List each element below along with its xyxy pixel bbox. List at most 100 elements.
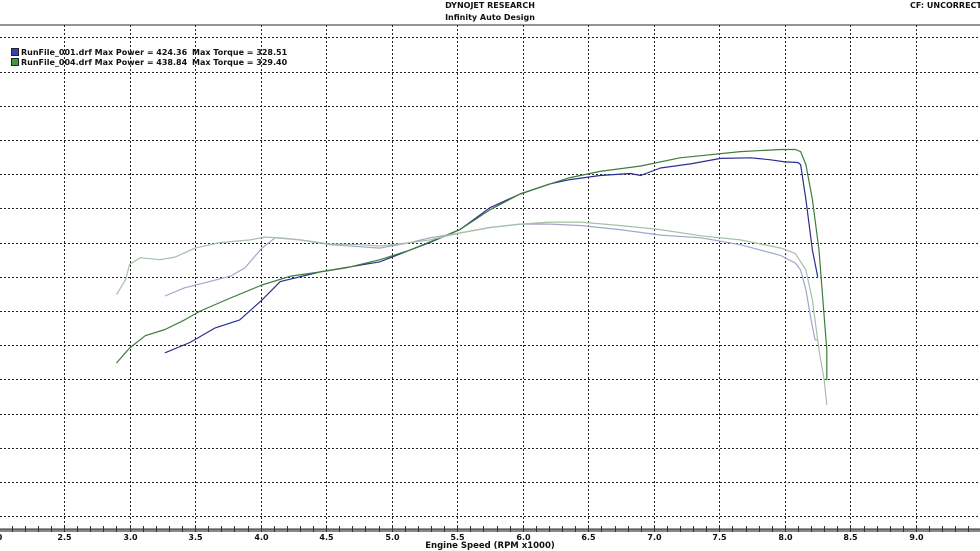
data-point-torque-3 (359, 244, 361, 246)
data-point-torque-2 (429, 237, 431, 239)
data-point-torque-3 (519, 223, 521, 225)
data-point-power-1 (379, 259, 381, 261)
data-point-power-0 (640, 175, 642, 176)
data-point-power-1 (184, 319, 186, 321)
data-point-power-1 (164, 329, 166, 330)
data-point-torque-2 (780, 255, 782, 256)
data-point-power-0 (239, 319, 241, 321)
data-point-power-1 (818, 249, 820, 251)
data-point-power-1 (826, 379, 828, 381)
data-point-power-1 (345, 267, 347, 269)
data-point-power-1 (459, 229, 461, 231)
data-point-torque-3 (299, 239, 301, 241)
x-tick-label: 7.0 (647, 533, 662, 542)
data-point-torque-2 (700, 237, 702, 239)
data-point-power-0 (164, 352, 166, 354)
data-point-power-0 (797, 162, 799, 163)
data-point-power-1 (780, 149, 782, 150)
data-point-torque-2 (810, 319, 812, 321)
x-tick-label: 3.0 (123, 533, 138, 542)
legend-torque-text: Max Torque = 328.51 (192, 48, 288, 57)
data-point-power-1 (800, 151, 801, 153)
data-point-torque-3 (249, 239, 251, 241)
data-point-torque-2 (164, 295, 166, 297)
data-point-torque-2 (244, 267, 246, 269)
x-axis-label: Engine Speed (RPM x1000) (425, 541, 555, 551)
data-point-torque-3 (619, 225, 621, 226)
data-point-torque-2 (619, 229, 621, 231)
legend-power-text: RunFile_001.drf Max Power = 424.36 (21, 48, 188, 57)
data-point-torque-3 (409, 242, 411, 244)
data-point-torque-3 (580, 221, 581, 223)
data-point-power-0 (660, 167, 661, 169)
data-point-torque-3 (459, 232, 461, 234)
data-point-torque-2 (805, 289, 807, 291)
data-point-torque-3 (739, 239, 741, 241)
x-tick-label: 2.5 (57, 533, 72, 542)
data-point-power-0 (770, 159, 771, 161)
data-point-power-0 (750, 157, 752, 159)
data-point-torque-3 (139, 257, 141, 259)
data-point-power-0 (805, 199, 807, 200)
x-tick-label: 6.5 (581, 533, 596, 542)
data-point-torque-3 (700, 235, 702, 237)
data-point-torque-3 (826, 404, 828, 406)
legend-swatch-green (11, 58, 19, 66)
data-point-torque-2 (261, 247, 263, 249)
data-point-power-1 (805, 164, 807, 166)
data-point-torque-3 (379, 245, 381, 247)
data-point-torque-3 (818, 349, 820, 351)
data-point-torque-3 (780, 247, 782, 249)
x-tick-label: 6.0 (516, 533, 531, 542)
x-tick-label: 4.0 (254, 533, 269, 542)
data-point-power-1 (519, 193, 521, 195)
x-axis-bar (0, 529, 980, 532)
data-point-torque-2 (209, 281, 210, 282)
data-point-torque-2 (549, 223, 551, 225)
data-point-torque-3 (549, 221, 551, 223)
data-point-torque-3 (175, 256, 176, 258)
data-point-torque-2 (660, 234, 661, 236)
legend-entry-run-001: RunFile_001.drf Max Power = 424.36 Max T… (11, 48, 287, 57)
data-point-power-1 (569, 177, 571, 179)
data-point-torque-2 (184, 287, 186, 289)
legend-power-text: RunFile_004.drf Max Power = 438.84 (21, 58, 188, 67)
data-point-power-1 (640, 165, 642, 167)
chart-subtitle: Infinity Auto Design (445, 13, 535, 22)
data-point-torque-3 (805, 269, 807, 271)
data-point-torque-2 (230, 275, 231, 277)
data-point-power-0 (784, 161, 786, 163)
legend-entry-run-004: RunFile_004.drf Max Power = 438.84 Max T… (11, 58, 287, 67)
x-tick-label: 9.0 (909, 533, 924, 542)
data-point-torque-2 (379, 247, 381, 249)
data-point-power-0 (817, 276, 819, 278)
data-point-power-1 (826, 349, 828, 351)
data-point-power-1 (409, 249, 411, 251)
data-point-power-0 (261, 299, 263, 301)
x-tick-label: 7.5 (712, 533, 727, 542)
data-point-torque-2 (739, 244, 741, 246)
data-point-torque-2 (795, 262, 796, 264)
data-point-torque-3 (129, 264, 131, 265)
x-tick-label: 8.5 (843, 533, 858, 542)
data-point-power-0 (569, 179, 571, 181)
series-line-torque-3 (115, 221, 828, 405)
data-point-power-1 (822, 299, 824, 301)
correction-factor-label: CF: UNCORRECTE (910, 1, 980, 10)
data-point-torque-3 (823, 379, 825, 381)
data-point-torque-3 (125, 279, 126, 280)
data-point-power-0 (379, 261, 381, 263)
data-point-power-1 (812, 199, 813, 200)
data-point-power-1 (290, 275, 292, 277)
data-point-torque-3 (489, 227, 491, 228)
data-point-torque-3 (219, 242, 221, 244)
data-point-power-1 (129, 347, 131, 349)
data-point-power-1 (144, 335, 146, 337)
data-point-power-0 (489, 207, 491, 209)
data-point-power-1 (261, 284, 263, 286)
data-point-torque-3 (194, 247, 196, 249)
legend-torque-text: Max Torque = 329.40 (192, 58, 288, 67)
data-point-power-0 (812, 249, 813, 251)
data-point-torque-2 (814, 339, 816, 341)
data-point-power-1 (230, 297, 231, 299)
